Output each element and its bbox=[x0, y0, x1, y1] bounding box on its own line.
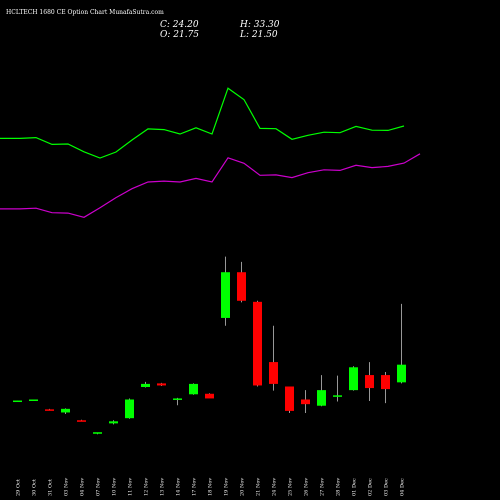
x-tick-label: 21 Nov bbox=[256, 478, 262, 496]
candle-body bbox=[141, 383, 150, 388]
x-tick-label: 27 Nov bbox=[320, 478, 326, 496]
x-tick-label: 29 Oct bbox=[16, 479, 22, 496]
x-tick-label: 03 Nov bbox=[64, 478, 70, 496]
candle-body bbox=[77, 420, 86, 422]
x-tick-label: 28 Nov bbox=[336, 478, 342, 496]
candle-body bbox=[45, 409, 54, 411]
high-value: H: 33.30 bbox=[240, 20, 280, 30]
chart-title: HCLTECH 1680 CE Option Chart MunafaSutra… bbox=[6, 9, 164, 16]
x-tick-label: 14 Nov bbox=[176, 478, 182, 496]
candle-body bbox=[317, 390, 326, 406]
x-tick-label: 10 Nov bbox=[112, 478, 118, 496]
x-tick-label: 12 Nov bbox=[144, 478, 150, 496]
x-tick-label: 31 Oct bbox=[48, 479, 54, 496]
candle-body bbox=[157, 383, 166, 386]
candle-body bbox=[397, 364, 406, 383]
x-tick-label: 04 Nov bbox=[80, 478, 86, 496]
candle-body bbox=[349, 367, 358, 391]
candle-body bbox=[285, 386, 294, 411]
candle-body bbox=[61, 408, 70, 413]
candle-body bbox=[205, 393, 214, 399]
candle-body bbox=[253, 301, 262, 386]
overlay-line-1 bbox=[0, 87, 405, 159]
open-value: O: 21.75 bbox=[160, 30, 200, 40]
candle-body bbox=[237, 272, 246, 301]
x-tick-label: 04 Dec bbox=[400, 478, 406, 496]
x-tick-label: 19 Nov bbox=[224, 478, 230, 496]
candle-body bbox=[125, 399, 134, 419]
low-value: L: 21.50 bbox=[240, 30, 278, 40]
candle-body bbox=[13, 400, 22, 403]
overlay-line-2 bbox=[0, 153, 421, 218]
candle-body bbox=[221, 272, 230, 318]
x-tick-label: 01 Dec bbox=[352, 478, 358, 496]
x-tick-label: 17 Nov bbox=[192, 478, 198, 496]
close-value: C: 24.20 bbox=[160, 20, 199, 30]
candle-body bbox=[381, 375, 390, 390]
x-tick-label: 11 Nov bbox=[128, 478, 134, 496]
x-tick-label: 30 Oct bbox=[32, 479, 38, 496]
x-tick-label: 02 Dec bbox=[368, 478, 374, 496]
x-tick-label: 13 Nov bbox=[160, 478, 166, 496]
candle-body bbox=[365, 375, 374, 389]
x-tick-label: 18 Nov bbox=[208, 478, 214, 496]
candle-body bbox=[173, 398, 182, 400]
candle-body bbox=[333, 395, 342, 397]
x-tick-label: 07 Nov bbox=[96, 478, 102, 496]
x-tick-label: 03 Dec bbox=[384, 478, 390, 496]
candle-body bbox=[29, 399, 38, 401]
x-tick-label: 26 Nov bbox=[304, 478, 310, 496]
x-tick-label: 25 Nov bbox=[288, 478, 294, 496]
candle-body bbox=[93, 432, 102, 434]
candle-body bbox=[269, 362, 278, 384]
x-tick-label: 24 Nov bbox=[272, 478, 278, 496]
candle-body bbox=[189, 383, 198, 395]
candle-body bbox=[301, 399, 310, 405]
candle-body bbox=[109, 421, 118, 424]
x-tick-label: 20 Nov bbox=[240, 478, 246, 496]
